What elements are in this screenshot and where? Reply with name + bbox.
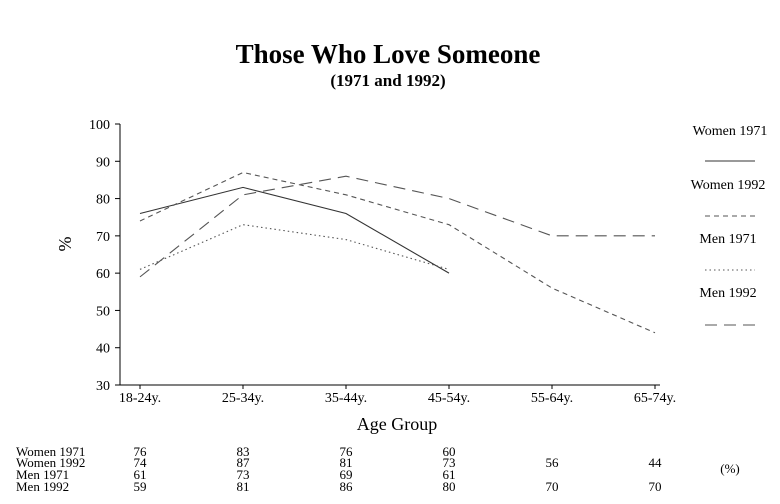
y-tick-label: 100 <box>89 118 110 133</box>
chart-title: Those Who Love Someone <box>236 39 541 69</box>
y-axis-label: % <box>55 237 75 252</box>
table-cell: 76 <box>134 444 148 459</box>
series-line-men-1971 <box>139 224 450 270</box>
table-row-label: Men 1971 <box>16 467 69 482</box>
table-cell: 80 <box>443 479 456 494</box>
table-row-label: Men 1992 <box>16 479 69 494</box>
table-cell: 74 <box>134 455 148 470</box>
y-tick-label: 90 <box>96 155 110 170</box>
x-tick-label: 25-34y. <box>222 391 264 406</box>
axes <box>119 124 660 386</box>
table-cell: 60 <box>443 444 456 459</box>
series-lines <box>139 171 656 334</box>
chart-subtitle: (1971 and 1992) <box>330 71 445 90</box>
legend-label: Men 1992 <box>699 286 756 301</box>
series-line-women-1992 <box>139 171 656 334</box>
y-tick-label: 50 <box>96 304 110 319</box>
table-cell: 69 <box>340 467 353 482</box>
table-cell: 59 <box>134 479 147 494</box>
table-cell: 44 <box>649 455 663 470</box>
table-cell: 81 <box>340 455 353 470</box>
table-cell: 61 <box>134 467 147 482</box>
table-cell: 73 <box>443 455 456 470</box>
table-cell: 76 <box>340 444 354 459</box>
x-tick-label: 45-54y. <box>428 391 470 406</box>
table-unit-note: (%) <box>720 461 740 476</box>
y-tick-label: 60 <box>96 267 110 282</box>
y-ticks: 30 40 50 60 70 80 90 100 <box>89 118 120 394</box>
table-cell: 81 <box>237 479 250 494</box>
table-cell: 56 <box>546 455 560 470</box>
legend-label: Women 1992 <box>691 178 766 193</box>
legend: Women 1971 Women 1992 Men 1971 Men 1992 <box>691 124 768 326</box>
table-cell: 70 <box>546 479 559 494</box>
x-axis-label: Age Group <box>357 414 437 434</box>
y-tick-label: 40 <box>96 342 110 357</box>
table-cell: 87 <box>237 455 251 470</box>
y-tick-label: 30 <box>96 379 110 394</box>
table-row-label: Women 1992 <box>16 455 85 470</box>
x-tick-label: 65-74y. <box>634 391 676 406</box>
series-line-women-1971 <box>139 186 450 274</box>
y-tick-label: 80 <box>96 193 110 208</box>
table-row-label: Women 1971 <box>16 444 85 459</box>
table-cell: 70 <box>649 479 662 494</box>
series-line-men-1992 <box>139 175 655 278</box>
x-tick-label: 55-64y. <box>531 391 573 406</box>
y-tick-label: 70 <box>96 230 110 245</box>
legend-label: Men 1971 <box>699 232 756 247</box>
table-cell: 61 <box>443 467 456 482</box>
x-tick-label: 18-24y. <box>119 391 161 406</box>
x-ticks: 18-24y. 25-34y. 35-44y. 45-54y. 55-64y. 65-74… <box>119 385 676 406</box>
table-cell: 86 <box>340 479 354 494</box>
table-cell: 83 <box>237 444 250 459</box>
x-tick-label: 35-44y. <box>325 391 367 406</box>
table-cell: 73 <box>237 467 250 482</box>
legend-label: Women 1971 <box>693 124 768 139</box>
